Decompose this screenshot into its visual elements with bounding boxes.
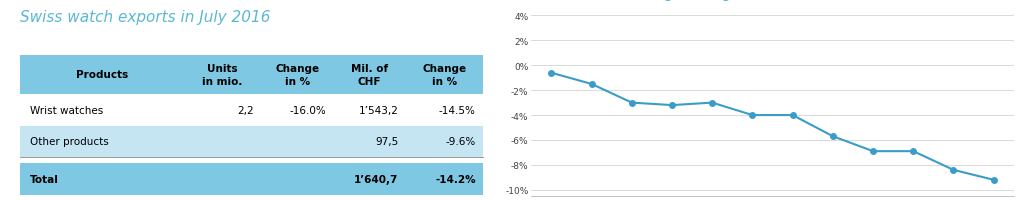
Text: Swiss watch exports in July 2016: Swiss watch exports in July 2016 (19, 10, 270, 25)
Text: 1’543,2: 1’543,2 (358, 105, 398, 115)
Text: -9.6%: -9.6% (445, 137, 476, 147)
Text: -16.0%: -16.0% (290, 105, 327, 115)
Text: Change
in %: Change in % (422, 64, 467, 86)
Text: -14.2%: -14.2% (435, 174, 476, 184)
Text: 1’640,7: 1’640,7 (354, 174, 398, 184)
Text: 97,5: 97,5 (376, 137, 398, 147)
Text: Units
in mio.: Units in mio. (203, 64, 243, 86)
Text: 12 months moving average: 12 months moving average (531, 0, 742, 1)
Text: Wrist watches: Wrist watches (30, 105, 102, 115)
Bar (19, 56, 483, 94)
Text: Change
in %: Change in % (275, 64, 319, 86)
Bar (19, 94, 483, 126)
Text: Total: Total (30, 174, 58, 184)
Text: Other products: Other products (30, 137, 109, 147)
Text: 2,2: 2,2 (238, 105, 254, 115)
Text: -14.5%: -14.5% (439, 105, 476, 115)
Text: Mil. of
CHF: Mil. of CHF (351, 64, 388, 86)
Bar (19, 163, 483, 195)
Bar (19, 126, 483, 158)
Text: Products: Products (76, 70, 128, 80)
